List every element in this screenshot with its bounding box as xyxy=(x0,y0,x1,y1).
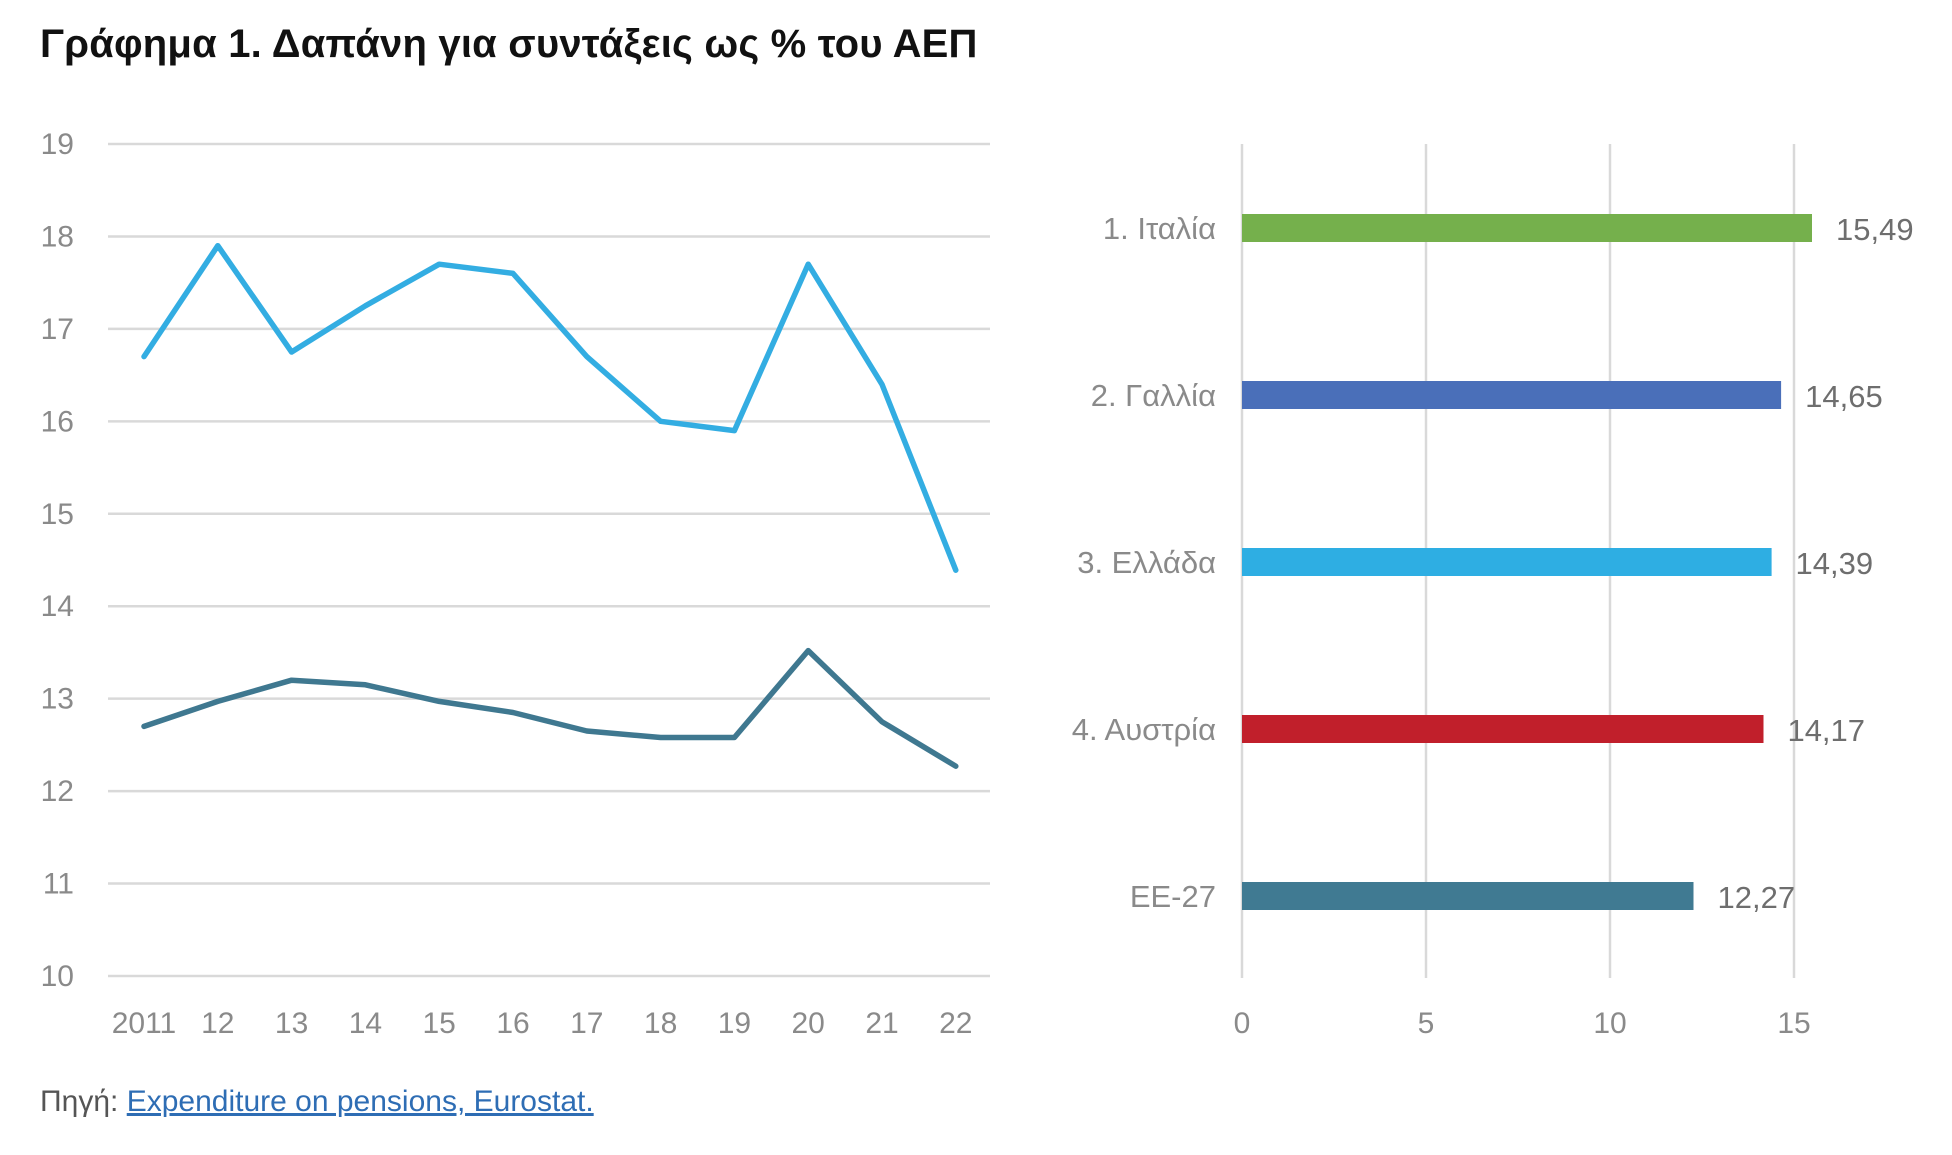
y-tick-label: 17 xyxy=(41,313,74,346)
y-tick-label: 16 xyxy=(41,405,74,438)
y-tick-label: 19 xyxy=(41,128,74,161)
x-tick-label: 18 xyxy=(644,1007,677,1040)
bar xyxy=(1242,715,1764,743)
value-label: 14,17 xyxy=(1787,713,1865,748)
y-tick-label: 11 xyxy=(43,868,74,901)
x-tick-label: 5 xyxy=(1418,1007,1435,1040)
x-tick-label: 16 xyxy=(496,1007,529,1040)
bar xyxy=(1242,214,1812,242)
y-tick-label: 14 xyxy=(41,590,74,623)
source-link[interactable]: Expenditure on pensions, Eurostat. xyxy=(126,1085,594,1118)
y-tick-label: 18 xyxy=(41,220,74,253)
x-tick-label: 13 xyxy=(275,1007,308,1040)
source-note: Πηγή: Expenditure on pensions, Eurostat. xyxy=(40,1085,594,1119)
x-tick-label: 10 xyxy=(1593,1007,1626,1040)
x-tick-label: 12 xyxy=(201,1007,234,1040)
bar xyxy=(1242,882,1694,910)
x-tick-label: 15 xyxy=(423,1007,456,1040)
category-label: 1. Ιταλία xyxy=(1103,211,1216,246)
x-tick-label: 22 xyxy=(939,1007,972,1040)
x-tick-label: 17 xyxy=(570,1007,603,1040)
x-tick-label: 14 xyxy=(349,1007,382,1040)
line-chart: 10 11 12 13 14 15 16 17 18 19 2011 12 13 14 15 16 17 18 19… xyxy=(41,128,990,1040)
x-tick-label: 2011 xyxy=(112,1007,177,1040)
series-line-2 xyxy=(141,647,959,769)
x-tick-label: 20 xyxy=(792,1007,825,1040)
x-tick-label: 0 xyxy=(1234,1007,1251,1040)
x-tick-label: 19 xyxy=(718,1007,751,1040)
chart-title: Γράφημα 1. Δαπάνη για συντάξεις ως % του… xyxy=(40,22,978,66)
category-label: 3. Ελλάδα xyxy=(1077,545,1216,580)
value-label: 14,65 xyxy=(1805,379,1883,414)
value-label: 15,49 xyxy=(1836,212,1914,247)
bar-chart: 0 5 10 15 1. Ιταλία 15,49 2. Γαλλία 14,65 3. Ελλ… xyxy=(1072,144,1914,1040)
y-tick-label: 10 xyxy=(41,960,74,993)
category-label: ΕΕ-27 xyxy=(1130,879,1216,914)
y-tick-label: 12 xyxy=(41,775,74,808)
bar xyxy=(1242,548,1772,576)
category-label: 2. Γαλλία xyxy=(1091,378,1216,413)
category-label: 4. Αυστρία xyxy=(1072,712,1216,747)
source-prefix: Πηγή: xyxy=(40,1085,119,1118)
series-line-1 xyxy=(141,242,959,573)
x-tick-label: 21 xyxy=(865,1007,898,1040)
value-label: 14,39 xyxy=(1796,546,1874,581)
bar xyxy=(1242,381,1782,409)
y-tick-label: 13 xyxy=(41,683,74,716)
value-label: 12,27 xyxy=(1718,880,1796,915)
y-tick-label: 15 xyxy=(41,498,74,531)
x-tick-label: 15 xyxy=(1777,1007,1810,1040)
